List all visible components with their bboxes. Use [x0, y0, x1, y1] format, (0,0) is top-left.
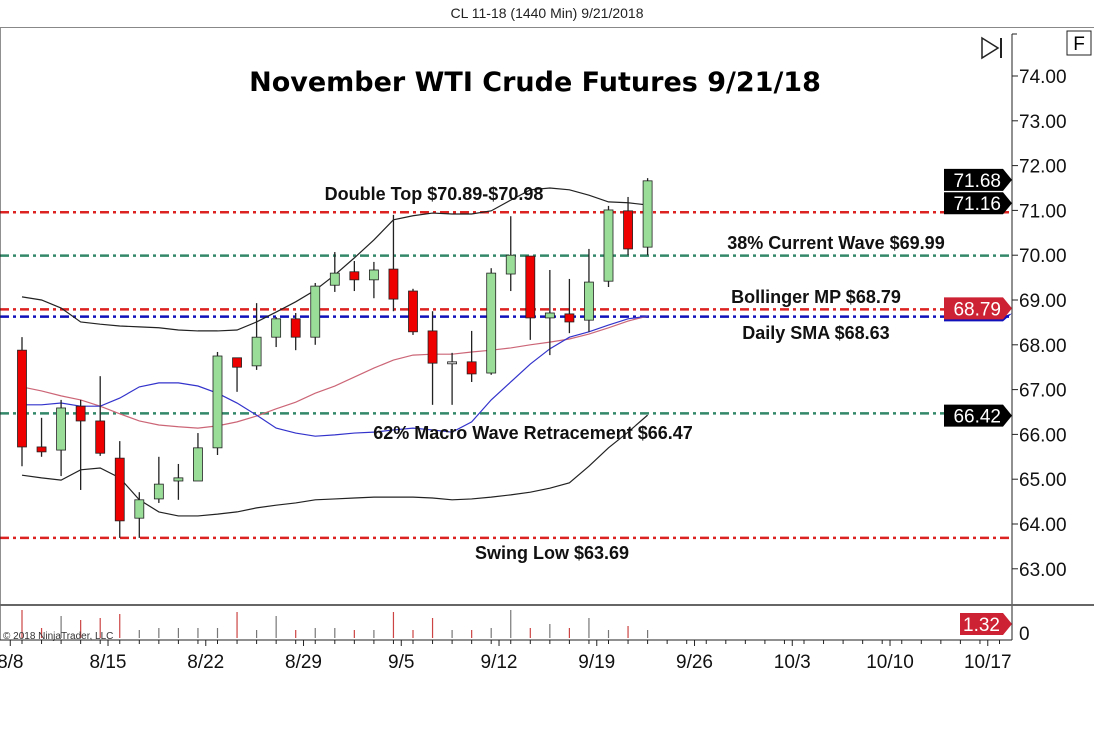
candle-body — [466, 361, 477, 375]
candle-body — [17, 349, 27, 448]
price-tag — [944, 168, 1012, 191]
x-tick-label: 8/8 — [0, 652, 23, 673]
price-tag — [944, 297, 1012, 320]
level-lines — [0, 210, 1012, 540]
volume-axis-label: 0 — [1019, 624, 1030, 645]
candle-body — [623, 210, 633, 250]
x-tick-label: 8/22 — [187, 652, 224, 673]
x-tick-label: 9/12 — [481, 652, 518, 673]
volume-tag-label: 1.32 — [963, 615, 1000, 636]
candle-body — [603, 209, 614, 282]
candle-body — [36, 446, 47, 453]
level-annotation: 38% Current Wave $69.99 — [727, 233, 944, 253]
level-annotation: Daily SMA $68.63 — [742, 323, 889, 343]
x-tick-label: 10/10 — [866, 652, 914, 673]
y-tick-label: 65.00 — [1019, 470, 1067, 491]
x-tick-label: 9/5 — [388, 652, 414, 673]
candle-body — [388, 268, 399, 300]
candle-body — [329, 272, 340, 286]
y-tick-label: 64.00 — [1019, 515, 1067, 536]
candle-body — [427, 330, 438, 364]
level-annotation: Double Top $70.89-$70.98 — [325, 184, 544, 204]
price-tag-label: 68.79 — [953, 299, 1001, 320]
f-button[interactable]: F — [1066, 30, 1092, 56]
x-tick-label: 10/17 — [964, 652, 1012, 673]
price-tag — [944, 192, 1012, 215]
candles — [17, 178, 653, 538]
chart-window-title: CL 11-18 (1440 Min) 9/21/2018 — [0, 0, 1094, 28]
candle-body — [75, 405, 86, 422]
candle-body — [271, 318, 282, 338]
annotations: Double Top $70.89-$70.98 38% Current Wave… — [325, 184, 945, 563]
candle-body — [310, 285, 321, 338]
y-tick-label: 69.00 — [1019, 291, 1067, 312]
candle-body — [95, 420, 106, 454]
x-tick-label: 9/19 — [578, 652, 615, 673]
candle-body — [525, 255, 536, 319]
x-tick-label: 8/29 — [285, 652, 322, 673]
y-tick-label: 66.00 — [1019, 425, 1067, 446]
candle-body — [290, 318, 301, 338]
copyright-text: © 2018 NinjaTrader, LLC — [3, 631, 113, 642]
candle-body — [349, 271, 360, 281]
bollinger-lower-line — [21, 414, 648, 517]
candle-body — [193, 447, 203, 482]
level-annotation: Bollinger MP $68.79 — [731, 287, 901, 307]
candle-body — [584, 281, 594, 321]
y-tick-label: 73.00 — [1019, 112, 1067, 133]
y-tick-label: 70.00 — [1019, 246, 1067, 267]
y-tick-label: 67.00 — [1019, 381, 1067, 402]
candle-body — [232, 357, 242, 368]
price-tag-label: 66.42 — [953, 407, 1001, 428]
candle-body — [564, 313, 575, 323]
price-tag-label: 71.68 — [953, 171, 1001, 192]
candle-body — [251, 336, 262, 367]
x-tick-label: 9/26 — [676, 652, 713, 673]
chart-title: November WTI Crude Futures 9/21/18 — [249, 67, 821, 98]
skip-to-end-button[interactable] — [981, 36, 1002, 60]
candle-body — [153, 483, 164, 500]
candle-body — [642, 180, 653, 248]
x-tick-label: 10/3 — [774, 652, 811, 673]
y-tick-label: 72.00 — [1019, 157, 1067, 178]
level-annotation: Swing Low $63.69 — [475, 543, 629, 563]
candle-body — [447, 361, 458, 365]
blue-average-line — [22, 315, 648, 437]
y-tick-label: 71.00 — [1019, 201, 1067, 222]
candle-body — [368, 269, 379, 281]
y-tick-label: 63.00 — [1019, 560, 1067, 581]
f-button-label: F — [1073, 34, 1085, 55]
level-annotation: 62% Macro Wave Retracement $66.47 — [373, 423, 693, 443]
skip-to-end-icon — [981, 36, 1000, 60]
candle-body — [486, 272, 497, 374]
candle-body — [408, 290, 418, 333]
candle-body — [134, 499, 145, 519]
y-tick-label: 74.00 — [1019, 67, 1067, 88]
price-tag — [944, 404, 1012, 427]
candle-body — [212, 355, 223, 449]
axes: 74.00 73.00 72.00 71.00 70.00 69.00 68.00 67.00… — [0, 28, 1094, 673]
candle-body — [544, 312, 555, 319]
y-tick-label: 68.00 — [1019, 336, 1067, 357]
candle-body — [505, 254, 516, 275]
volume-tag — [960, 613, 1012, 635]
volume-bars — [21, 610, 649, 638]
f-button-box — [1066, 30, 1092, 56]
pink-average-line — [21, 315, 648, 429]
candle-body — [56, 407, 66, 451]
candle-body — [173, 477, 184, 482]
candle-body — [114, 457, 125, 522]
x-tick-label: 8/15 — [90, 652, 127, 673]
price-tag-label: 71.16 — [953, 194, 1001, 215]
